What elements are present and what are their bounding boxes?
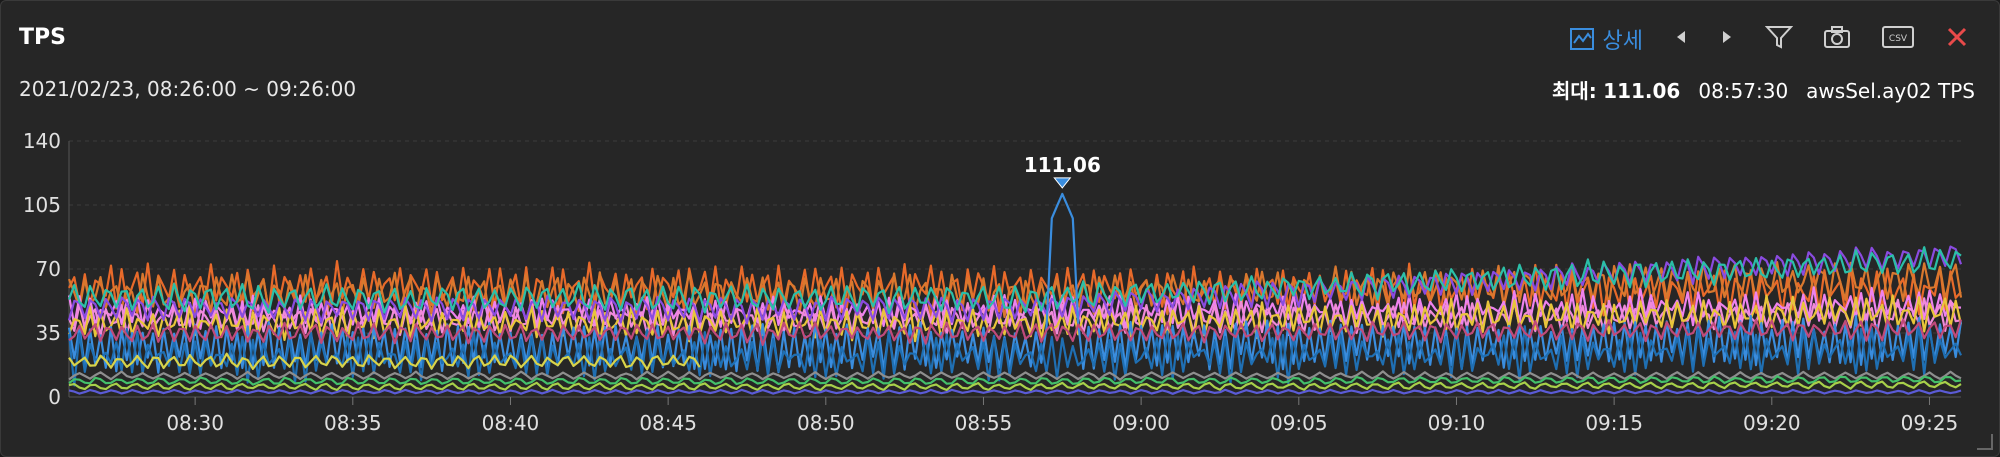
x-tick-label: 09:20 [1743,411,1801,435]
peak-marker [1053,177,1072,189]
tps-line-chart[interactable]: 0 35 70 105 140 08:30 08:35 08:40 08:45 08:50 08:5… [1,121,1999,441]
y-tick-label: 70 [36,257,61,281]
detail-button[interactable]: 상세 [1569,23,1643,55]
resize-handle[interactable] [1977,434,1993,450]
series-line [67,245,1963,325]
close-button[interactable] [1945,25,1969,53]
series-line [68,375,1962,386]
camera-icon [1823,25,1851,53]
x-tick-label: 08:55 [955,411,1013,435]
x-tick-label: 08:50 [797,411,855,435]
prev-button[interactable] [1673,28,1689,50]
prev-icon [1673,28,1689,50]
x-tick-label: 08:45 [639,411,697,435]
x-tick-label: 08:35 [324,411,382,435]
next-icon [1719,28,1735,50]
time-range: 2021/02/23, 08:26:00 ~ 09:26:00 [19,77,357,101]
x-tick-label: 09:05 [1270,411,1328,435]
svg-text:CSV: CSV [1889,34,1908,44]
y-tick-label: 0 [48,385,61,409]
peak-label: 111.06 [1024,153,1101,177]
screenshot-button[interactable] [1823,25,1851,53]
filter-button[interactable] [1764,24,1794,54]
close-icon [1945,25,1969,53]
series-line [68,318,1963,346]
csv-icon: CSV [1881,24,1915,54]
panel-title: TPS [19,25,66,50]
max-info: 최대: 111.06 08:57:30 awsSel.ay02 TPS [1552,75,1975,104]
next-button[interactable] [1719,28,1735,50]
filter-icon [1764,24,1794,54]
x-tick-label: 08:30 [166,411,224,435]
max-series: awsSel.ay02 TPS [1806,79,1975,103]
series-line [67,246,1962,315]
series-line [68,352,701,371]
y-tick-label: 105 [23,193,61,217]
series-line [68,370,1962,381]
csv-button[interactable]: CSV [1881,24,1915,54]
max-value: 111.06 [1603,79,1681,103]
detail-label: 상세 [1602,29,1643,54]
series-line [68,380,1962,392]
x-tick-label: 09:15 [1585,411,1643,435]
y-tick-label: 140 [23,129,61,153]
max-time: 08:57:30 [1698,79,1789,103]
max-label: 최대: [1551,79,1597,103]
series-line [68,388,1962,395]
chart-detail-icon [1569,26,1595,52]
x-tick-label: 09:00 [1112,411,1170,435]
series-line [67,192,1963,374]
y-tick-label: 35 [36,321,61,345]
series-line [67,323,1962,387]
x-tick-label: 09:25 [1901,411,1959,435]
x-tick-label: 08:40 [482,411,540,435]
panel-toolbar: 상세 CSV [1569,23,1969,55]
x-tick-label: 09:10 [1428,411,1486,435]
